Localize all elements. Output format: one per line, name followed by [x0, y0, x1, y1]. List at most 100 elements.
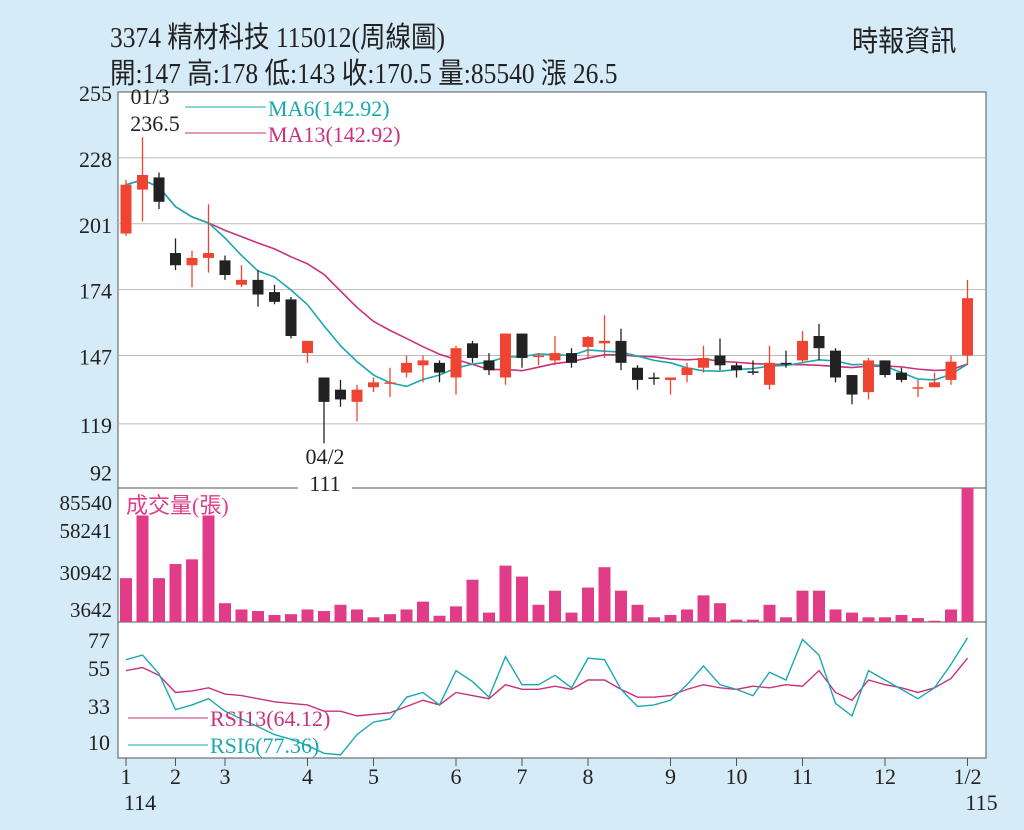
candle-body — [137, 174, 148, 190]
volume-bar — [895, 614, 908, 622]
month-label: 10 — [726, 764, 748, 789]
volume-bar — [631, 604, 644, 622]
rsi-tick-label: 55 — [88, 656, 110, 681]
volume-bar — [268, 614, 281, 622]
volume-tick-label: 58241 — [60, 519, 113, 543]
volume-bar — [136, 515, 149, 622]
year-label: 114 — [124, 790, 156, 815]
volume-bar — [450, 606, 462, 622]
candle-body — [335, 389, 346, 400]
ma6-line — [125, 178, 968, 388]
candle-body — [302, 340, 313, 354]
price-tick-label: 147 — [79, 345, 112, 370]
candle-body — [648, 377, 660, 379]
volume-bar — [697, 595, 710, 622]
candle-body — [236, 279, 247, 285]
candle-body — [846, 375, 858, 395]
year-label: 115 — [965, 790, 997, 815]
candle-body — [417, 360, 429, 366]
rsi-tick-label: 77 — [88, 628, 110, 653]
low-annotation-bg — [298, 445, 352, 495]
price-tick-label: 119 — [80, 413, 112, 438]
rsi13-legend: RSI13(64.12) — [210, 706, 330, 731]
volume-tick-label: 30942 — [60, 561, 113, 585]
candle-body — [219, 260, 231, 275]
candle-body — [929, 382, 940, 388]
candle-body — [269, 292, 280, 302]
volume-bar — [400, 609, 413, 622]
candle-body — [533, 355, 544, 358]
volume-bar — [780, 617, 792, 622]
price-tick-label: 92 — [90, 461, 112, 486]
volume-bar — [433, 615, 446, 622]
volume-bar — [813, 590, 825, 622]
month-label: 3 — [220, 764, 231, 789]
volume-bar — [747, 619, 759, 622]
rsi6-line — [125, 637, 969, 756]
volume-bar — [499, 565, 512, 622]
rsi13-line — [125, 657, 969, 717]
volume-bar — [285, 614, 297, 622]
volume-bar — [598, 567, 611, 622]
volume-bar — [846, 612, 858, 622]
rsi-tick-label: 10 — [88, 730, 110, 755]
volume-bar — [235, 609, 248, 622]
volume-bar — [730, 619, 743, 622]
candle-body — [384, 382, 396, 384]
volume-bar — [466, 579, 479, 622]
candle-body — [467, 343, 478, 358]
volume-bar — [796, 590, 809, 622]
volume-title: 成交量(張) — [126, 493, 229, 518]
month-label: 11 — [792, 764, 813, 789]
candle-body — [318, 377, 330, 402]
candle-body — [896, 372, 907, 380]
candle-body — [764, 362, 775, 385]
ma13-line — [125, 178, 968, 372]
ma13-legend: MA13(142.92) — [268, 122, 401, 147]
candle-body — [549, 353, 561, 361]
candle-body — [368, 382, 379, 388]
month-label: 6 — [451, 764, 462, 789]
volume-bar — [549, 590, 561, 622]
month-label: 5 — [368, 764, 379, 789]
month-label: 8 — [583, 764, 594, 789]
candle-body — [714, 355, 726, 366]
candle-body — [483, 360, 495, 371]
month-label: 1/2 — [953, 764, 981, 789]
volume-bar — [532, 604, 545, 622]
volume-bar — [334, 604, 347, 622]
volume-bar — [945, 609, 957, 622]
candle-body — [731, 365, 742, 371]
volume-bar — [565, 612, 578, 622]
volume-bar — [252, 611, 264, 622]
volume-bar — [417, 601, 429, 622]
candle-body — [830, 350, 841, 378]
candle-body — [170, 253, 181, 266]
volume-bar — [219, 603, 231, 622]
brand-label: 時報資訊 — [852, 26, 957, 58]
candle-body — [120, 184, 132, 234]
month-label: 4 — [302, 764, 313, 789]
volume-bar — [829, 609, 842, 622]
price-summary: 開:147 高:178 低:143 收:170.5 量:85540 漲 26.5 — [110, 58, 618, 90]
candle-body — [186, 257, 198, 266]
candle-body — [912, 387, 924, 389]
volume-tick-label: 85540 — [60, 491, 113, 515]
volume-bar — [648, 617, 660, 622]
candle-body — [797, 340, 808, 361]
volume-bar — [301, 609, 314, 622]
month-label: 7 — [517, 764, 528, 789]
volume-bar — [582, 587, 594, 622]
candle-body — [153, 177, 165, 202]
candle-body — [582, 336, 594, 347]
volume-bar — [912, 618, 924, 622]
candle-body — [962, 298, 973, 356]
candle-body — [450, 348, 462, 378]
candle-body — [566, 353, 577, 363]
low-date: 04/2 — [305, 444, 344, 469]
volume-bar — [169, 564, 182, 622]
candle-body — [203, 253, 214, 258]
price-tick-label: 174 — [79, 279, 112, 304]
candle-body — [945, 361, 957, 380]
